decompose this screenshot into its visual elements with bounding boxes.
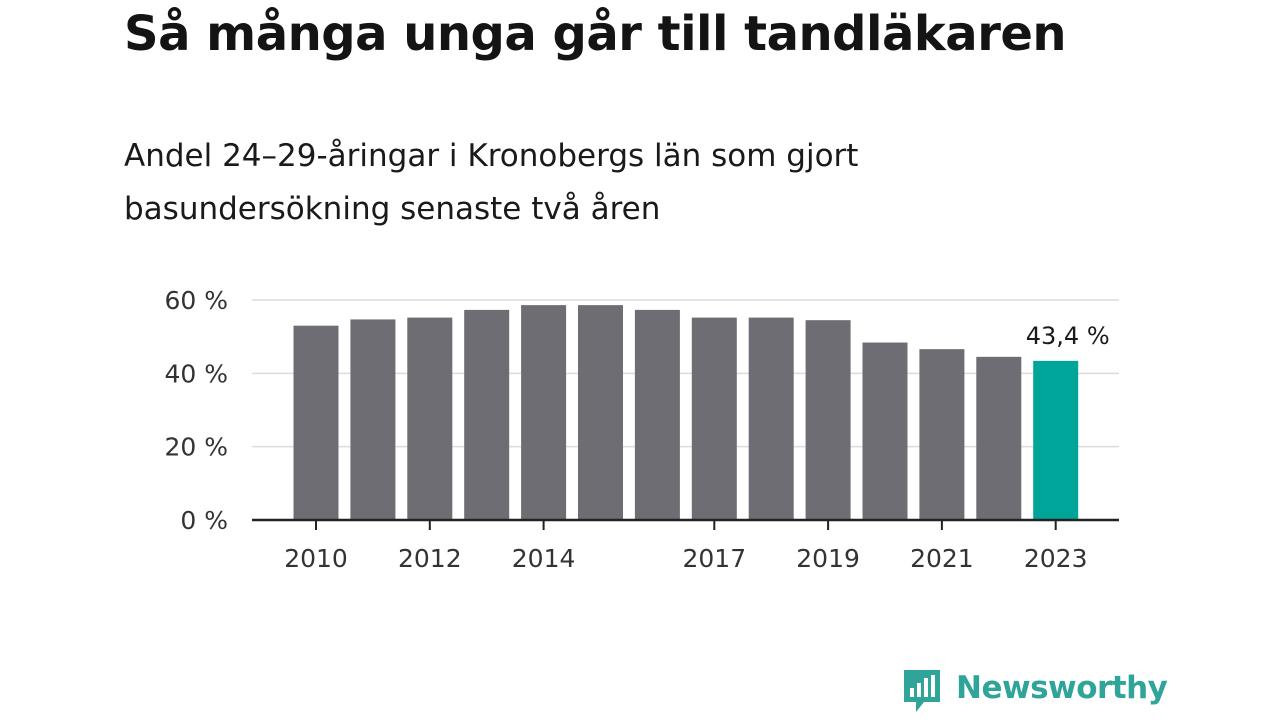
x-tick-label-2017: 2017: [682, 544, 746, 573]
brand-logo: Newsworthy: [902, 668, 1168, 720]
bar-2017: [691, 317, 737, 520]
bar-2014: [521, 305, 567, 520]
grid-lines: [252, 299, 1119, 448]
bar-2023: [1033, 360, 1079, 520]
bar-2018: [748, 317, 794, 520]
y-tick-label-60: 60 %: [164, 286, 228, 315]
bar-2019: [805, 320, 851, 520]
bar-2015: [578, 305, 623, 520]
value-label-2023: 43,4 %: [1026, 322, 1110, 350]
labels: 0 % 20 % 40 % 60 % 2010 2012 2014 2017 2019 2021 4…: [164, 286, 1109, 573]
bar-2010: [293, 325, 339, 520]
x-tick-label-2021: 2021: [910, 544, 974, 573]
x-tick-label-2019: 2019: [796, 544, 860, 573]
bar-2016: [634, 309, 680, 520]
y-tick-label-20: 20 %: [164, 433, 228, 462]
chart-title: Så många unga går till tandläkaren: [124, 6, 1067, 62]
chart-subtitle: Andel 24–29-åringar i Kronobergs län som…: [124, 138, 859, 227]
brand-name: Newsworthy: [956, 670, 1168, 706]
axes: [252, 518, 1119, 530]
x-tick-label-2023: 2023: [1024, 544, 1088, 573]
x-tick-label-2014: 2014: [512, 544, 576, 573]
y-tick-label-0: 0 %: [180, 506, 228, 535]
bar-2011: [350, 319, 396, 520]
y-tick-label-40: 40 %: [164, 359, 228, 388]
bar-2021: [919, 349, 965, 520]
bars: [293, 305, 1079, 520]
bar-2013: [464, 309, 510, 520]
x-tick-label-2010: 2010: [284, 544, 348, 573]
bar-2022: [976, 356, 1022, 520]
x-tick-label-2012: 2012: [398, 544, 462, 573]
newsworthy-logo-icon: [904, 670, 940, 712]
bar-2012: [407, 317, 453, 520]
bar-2020: [862, 342, 908, 520]
